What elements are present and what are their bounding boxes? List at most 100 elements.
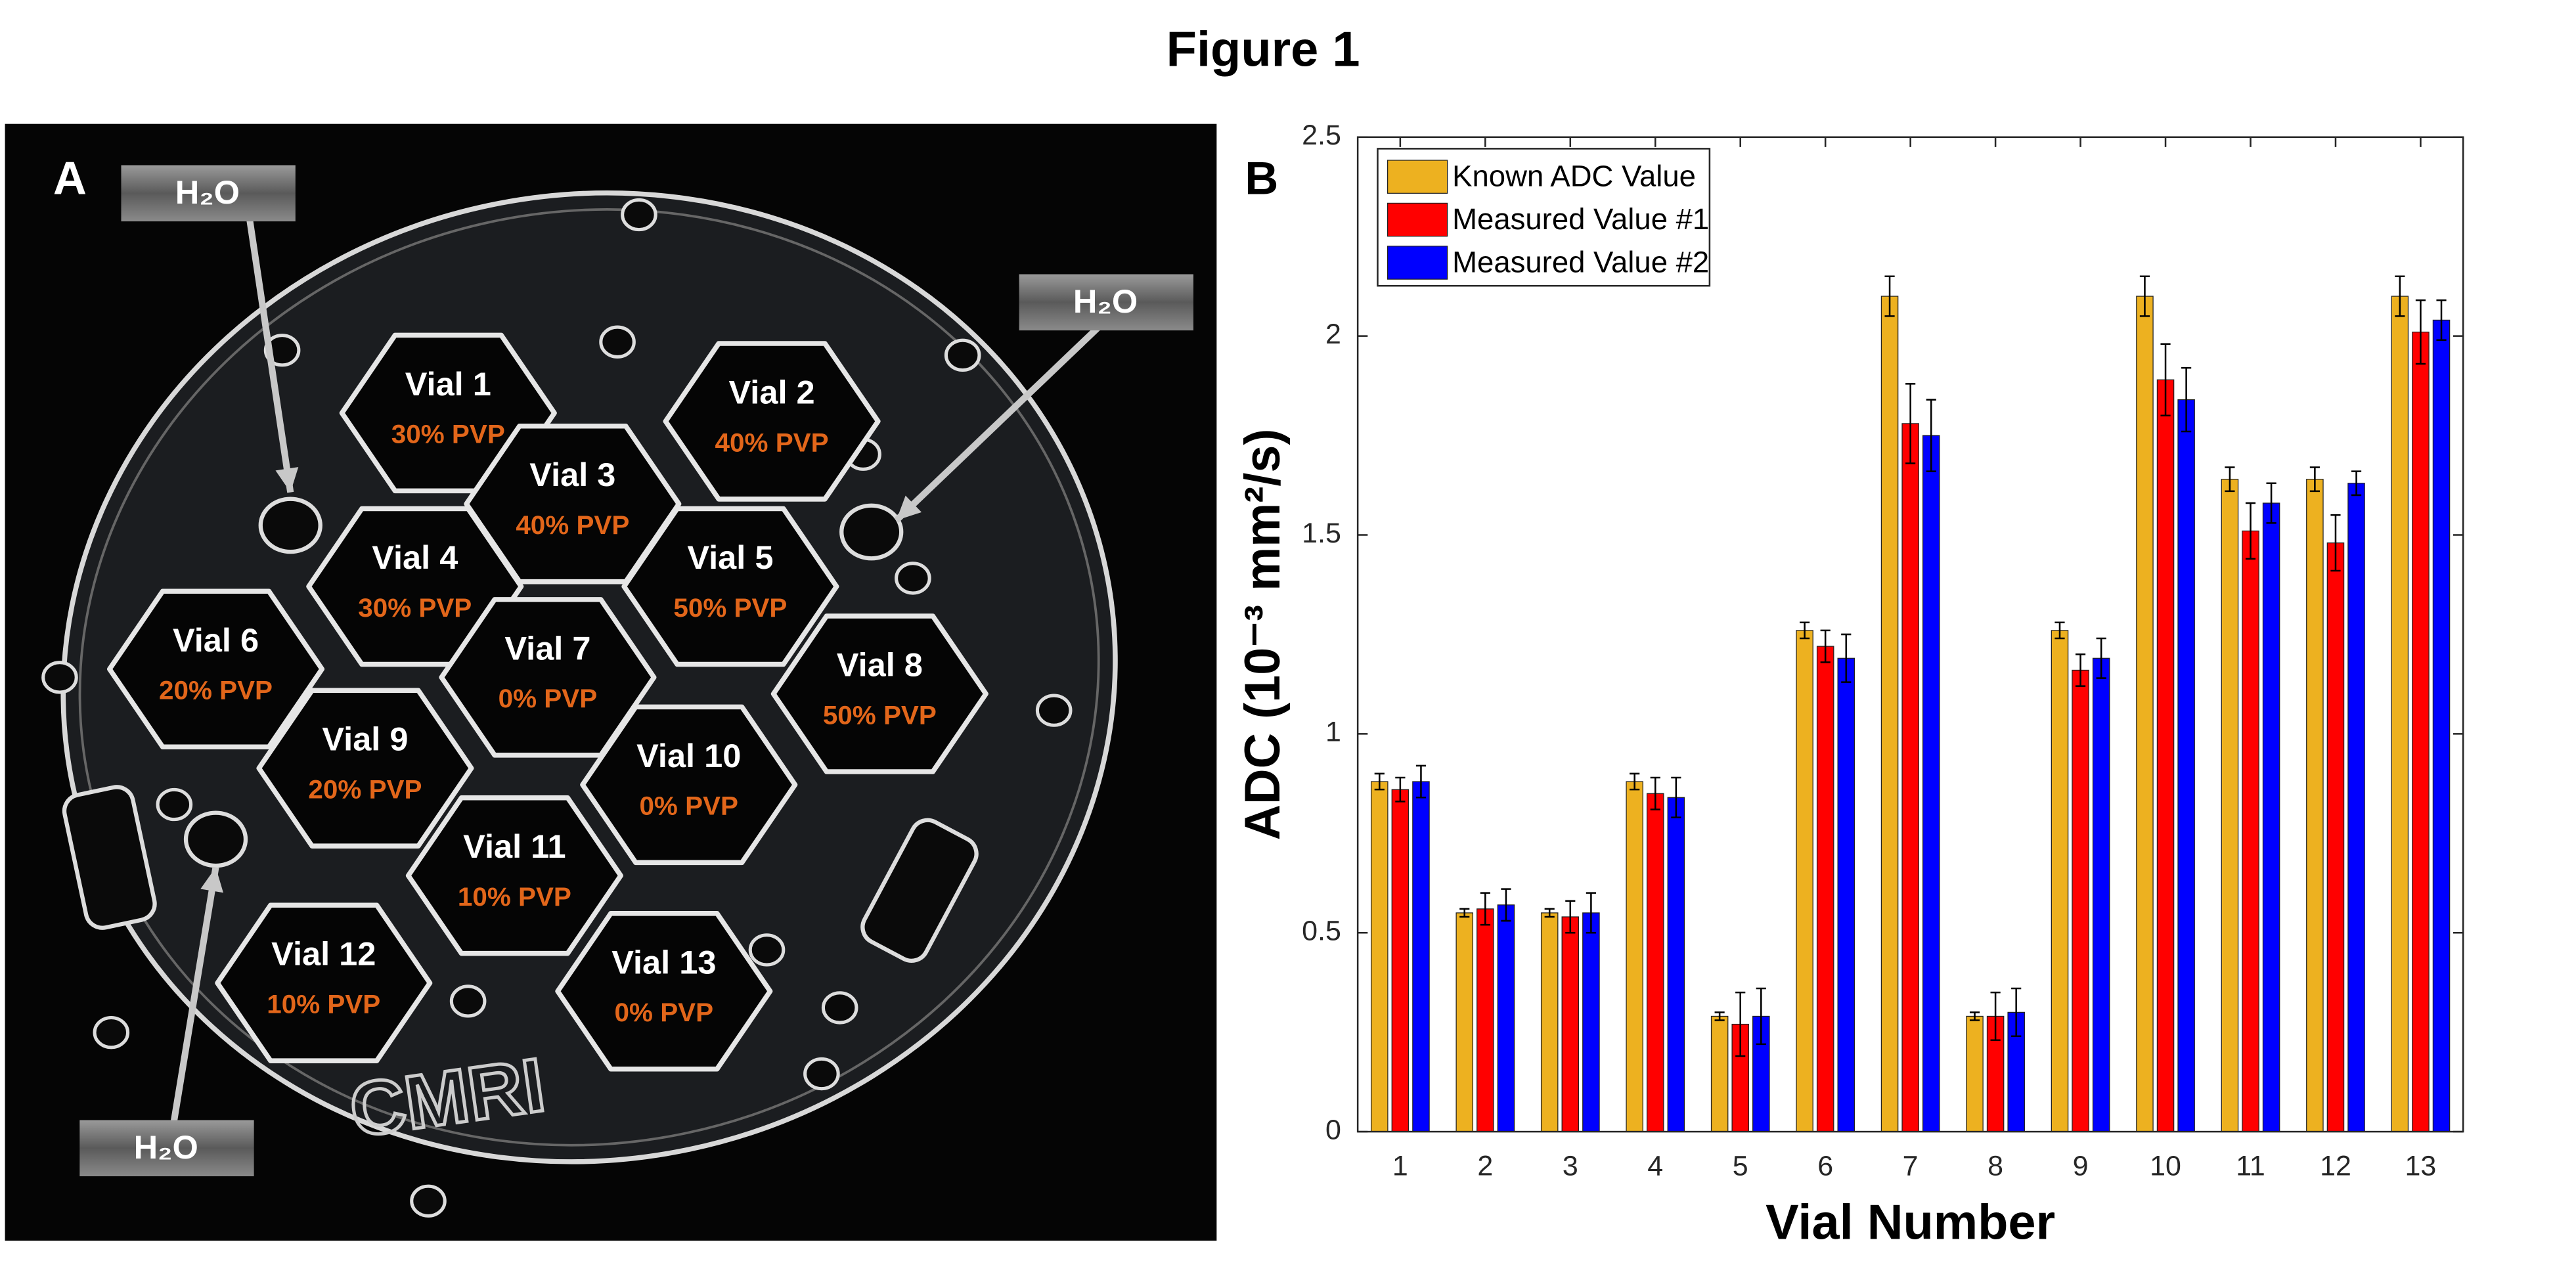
x-tick-label: 13 bbox=[2405, 1151, 2437, 1182]
y-tick-label: 2 bbox=[1325, 319, 1341, 350]
arrow-head bbox=[896, 495, 922, 521]
bar bbox=[1837, 657, 1855, 1132]
screw-hole bbox=[895, 562, 931, 595]
water-label: H₂O bbox=[134, 1128, 198, 1166]
y-tick-label: 0.5 bbox=[1302, 916, 1341, 947]
error-bar bbox=[2309, 466, 2320, 493]
bar bbox=[2177, 399, 2195, 1132]
bar bbox=[1816, 646, 1834, 1132]
y-tick-label: 2.5 bbox=[1302, 120, 1341, 151]
screw-hole bbox=[410, 1184, 447, 1218]
legend-swatch bbox=[1387, 202, 1448, 237]
error-bar bbox=[1650, 776, 1660, 810]
vial-name: Vial 7 bbox=[504, 629, 590, 667]
vial-well bbox=[405, 795, 623, 956]
vial-well bbox=[106, 588, 325, 750]
x-tick-label: 7 bbox=[1903, 1151, 1919, 1182]
vial-name: Vial 9 bbox=[322, 720, 408, 758]
vial-well bbox=[580, 704, 798, 866]
vial-pvp: 40% PVP bbox=[715, 427, 829, 457]
error-bar bbox=[2436, 299, 2447, 341]
screw-hole bbox=[944, 338, 981, 372]
y-tick-label: 0 bbox=[1325, 1114, 1341, 1145]
bar bbox=[2136, 296, 2154, 1132]
vial-name: Vial 12 bbox=[271, 935, 376, 973]
vial-pvp: 30% PVP bbox=[358, 592, 472, 623]
vial-pvp: 20% PVP bbox=[159, 675, 273, 705]
arrow-shaft bbox=[894, 319, 1106, 523]
legend-swatch bbox=[1387, 246, 1448, 280]
bar bbox=[1901, 423, 1919, 1132]
x-tick-label: 12 bbox=[2320, 1151, 2351, 1182]
bar bbox=[2156, 379, 2175, 1132]
error-bar bbox=[2415, 299, 2426, 365]
bar bbox=[1561, 916, 1580, 1132]
vial-pvp: 30% PVP bbox=[391, 419, 505, 449]
bar bbox=[1391, 789, 1410, 1132]
water-vial bbox=[258, 497, 322, 554]
bar bbox=[2221, 479, 2239, 1132]
legend-swatch bbox=[1387, 160, 1448, 194]
error-bar bbox=[1714, 1011, 1725, 1021]
error-bar bbox=[2160, 343, 2171, 417]
screw-hole bbox=[263, 334, 301, 367]
bar bbox=[1497, 904, 1515, 1132]
error-bar bbox=[1735, 991, 1746, 1057]
legend-label: Measured Value #2 bbox=[1452, 246, 1709, 279]
x-tick-label: 8 bbox=[1988, 1151, 2003, 1182]
screw-hole bbox=[803, 1057, 840, 1091]
screw-hole bbox=[748, 933, 786, 967]
bar bbox=[1477, 908, 1494, 1132]
x-tick-label: 1 bbox=[1392, 1151, 1408, 1182]
vial-well bbox=[770, 613, 988, 774]
vial-pvp: 0% PVP bbox=[499, 683, 598, 713]
screw-hole bbox=[821, 991, 858, 1025]
bar bbox=[1710, 1015, 1729, 1132]
screw-hole bbox=[449, 984, 487, 1018]
y-tick-label: 1.5 bbox=[1302, 518, 1341, 549]
error-bar bbox=[2395, 275, 2405, 317]
bar bbox=[2262, 502, 2280, 1132]
error-bar bbox=[1905, 383, 1916, 464]
error-bar bbox=[1544, 908, 1555, 918]
error-bar bbox=[1459, 908, 1470, 918]
axes-frame bbox=[1356, 136, 2464, 1133]
arrow-head bbox=[200, 867, 223, 893]
bar bbox=[1540, 912, 1559, 1132]
error-bar bbox=[1926, 399, 1936, 472]
screw-hole bbox=[621, 198, 657, 232]
bar bbox=[1796, 630, 1813, 1132]
vial-name: Vial 5 bbox=[687, 539, 773, 576]
vial-well bbox=[555, 911, 773, 1072]
screw-hole bbox=[599, 325, 636, 359]
error-bar bbox=[1756, 987, 1766, 1046]
water-label-box bbox=[121, 165, 296, 222]
error-bar bbox=[2181, 366, 2192, 433]
bar bbox=[1582, 912, 1600, 1132]
error-bar bbox=[1820, 629, 1831, 663]
water-label-box bbox=[1019, 274, 1193, 331]
legend-label: Measured Value #1 bbox=[1452, 202, 1709, 236]
bar bbox=[1412, 781, 1430, 1132]
error-bar bbox=[1800, 621, 1810, 640]
error-bar bbox=[1501, 888, 1511, 922]
bar bbox=[2432, 319, 2451, 1132]
screw-hole bbox=[156, 787, 193, 822]
error-bar bbox=[1415, 764, 1427, 799]
vial-name: Vial 4 bbox=[372, 539, 458, 576]
water-label-box bbox=[79, 1120, 254, 1177]
screw-hole bbox=[41, 661, 78, 694]
water-vial bbox=[839, 503, 904, 561]
y-tick-label: 1 bbox=[1325, 717, 1341, 748]
vial-name: Vial 11 bbox=[463, 828, 566, 865]
vial-well bbox=[215, 902, 433, 1063]
slot bbox=[860, 818, 979, 963]
error-bar bbox=[2054, 621, 2065, 640]
error-bar bbox=[1630, 772, 1640, 791]
vial-name: Vial 13 bbox=[611, 943, 716, 981]
bar bbox=[1667, 797, 1685, 1132]
arrow-shaft bbox=[246, 214, 294, 493]
vial-pvp: 0% PVP bbox=[639, 791, 738, 821]
x-tick-label: 10 bbox=[2150, 1151, 2181, 1182]
